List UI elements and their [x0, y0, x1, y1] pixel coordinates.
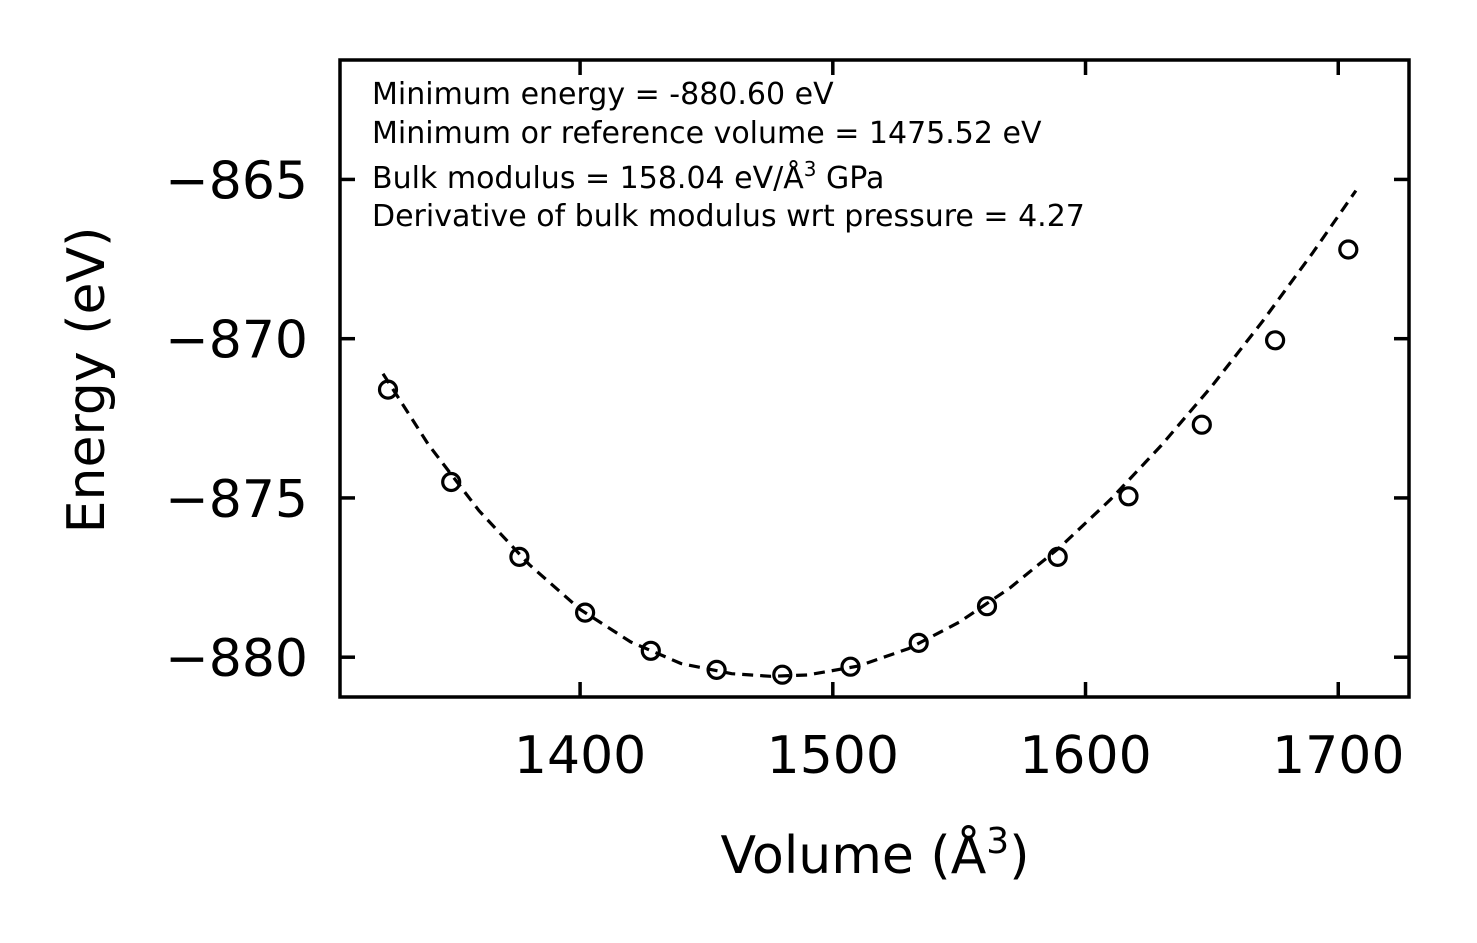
annotation-bulk-modulus-derivative: Derivative of bulk modulus wrt pressure … [372, 199, 1085, 234]
data-point [1338, 239, 1359, 260]
x-axis-title-text: Volume (Å [721, 824, 987, 886]
data-point [772, 664, 793, 685]
data-point [1264, 330, 1286, 351]
data-points-layer [377, 239, 1359, 685]
x-tick-label: 1700 [1272, 726, 1404, 786]
annotation-bulk-modulus-suffix: GPa [817, 161, 885, 196]
data-point [377, 379, 399, 400]
annotation-min-energy: Minimum energy = -880.60 eV [372, 77, 834, 112]
annotation-min-volume: Minimum or reference volume = 1475.52 eV [372, 116, 1042, 151]
data-point [840, 656, 861, 677]
data-point [1047, 546, 1068, 568]
data-point [574, 602, 596, 623]
annotation-box: Minimum energy = -880.60 eV Minimum or r… [372, 77, 1085, 234]
y-tick-label: −870 [165, 311, 308, 371]
data-point [441, 471, 462, 493]
annotation-bulk-modulus-superscript: 3 [804, 157, 817, 181]
annotation-bulk-modulus: Bulk modulus = 158.04 eV/Å3 GPa [372, 157, 884, 196]
x-axis-title: Volume (Å3) [721, 821, 1030, 886]
data-point [509, 546, 530, 568]
y-tick-label: −875 [165, 470, 308, 530]
ticks-layer: 1400 1500 1600 1700 −865 −870 −875 −880 [165, 60, 1409, 786]
data-point [976, 596, 998, 617]
data-point [1118, 486, 1139, 507]
annotation-bulk-modulus-text: Bulk modulus = 158.04 eV/Å [372, 160, 804, 196]
data-point [1191, 414, 1212, 435]
x-axis-title-suffix: ) [1009, 826, 1029, 886]
x-axis-title-superscript: 3 [986, 821, 1009, 862]
y-tick-label: −880 [165, 629, 308, 689]
x-tick-label: 1600 [1019, 726, 1151, 786]
data-point [640, 640, 661, 661]
y-axis-title: Energy (eV) [57, 227, 117, 534]
x-tick-label: 1400 [514, 726, 646, 786]
plot-frame [338, 58, 1411, 699]
x-tick-label: 1500 [767, 726, 899, 786]
data-point [706, 659, 727, 681]
data-point [908, 632, 929, 654]
y-tick-label: −865 [165, 151, 308, 211]
